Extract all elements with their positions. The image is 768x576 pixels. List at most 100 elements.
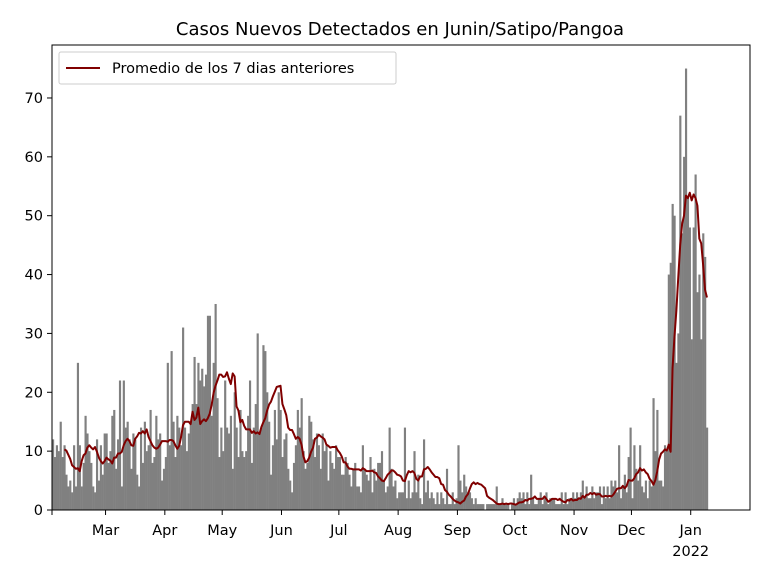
bar: [168, 445, 171, 510]
bar: [352, 468, 355, 510]
bar: [614, 480, 617, 510]
bar: [302, 451, 305, 510]
bar: [453, 504, 456, 510]
bar: [570, 498, 573, 510]
bar: [222, 451, 225, 510]
bar: [65, 474, 68, 510]
bar: [625, 492, 628, 510]
bar: [665, 451, 669, 510]
bar: [203, 386, 206, 510]
y-tick-label: 20: [25, 385, 43, 401]
bar: [254, 404, 257, 510]
bar: [94, 492, 97, 510]
y-tick-label: 0: [34, 503, 43, 519]
bar: [403, 427, 407, 510]
bar: [706, 427, 709, 510]
bar: [262, 345, 265, 510]
bar: [185, 451, 189, 510]
bar: [663, 445, 667, 510]
bar: [530, 474, 533, 510]
bar: [151, 462, 154, 510]
y-tick-label: 60: [25, 150, 43, 166]
bar: [379, 462, 382, 510]
bar: [426, 480, 429, 510]
bar: [641, 486, 644, 510]
bar: [421, 504, 424, 510]
bar: [155, 415, 158, 510]
bar: [136, 474, 139, 510]
bar: [409, 498, 412, 510]
bar: [535, 504, 538, 510]
bar: [264, 351, 267, 510]
x-axis: Mar Apr May Jun Jul Aug Sep Oct Nov Dec Jan 2022: [51, 510, 709, 560]
bar: [635, 468, 638, 510]
bar: [608, 498, 611, 510]
bar: [579, 492, 582, 510]
bar: [514, 504, 517, 510]
bar: [585, 486, 588, 510]
bar: [377, 462, 380, 510]
y-tick-label: 70: [25, 91, 43, 107]
bar: [499, 504, 502, 510]
x-tick-label: Oct: [502, 523, 527, 539]
bar: [321, 433, 324, 510]
bar: [273, 409, 276, 510]
x-tick-label: Jul: [329, 523, 348, 539]
bar: [195, 404, 198, 510]
bar: [400, 492, 403, 510]
bar: [411, 492, 414, 510]
bar: [639, 445, 642, 510]
bar: [216, 398, 219, 510]
bar: [161, 480, 164, 510]
bar: [333, 468, 336, 510]
bar: [283, 439, 286, 510]
bar: [220, 427, 223, 510]
bar: [631, 498, 634, 510]
bar: [350, 486, 353, 510]
bar: [197, 362, 200, 510]
bar: [204, 374, 208, 510]
bar: [59, 421, 62, 510]
bar: [231, 468, 234, 510]
bar: [289, 480, 292, 510]
bar: [528, 504, 531, 510]
bar: [650, 486, 653, 510]
y-axis: 0 10 20 30 40 50 60 70: [25, 91, 52, 519]
bar: [694, 174, 697, 511]
x-tick-label: Jun: [269, 523, 293, 539]
bar: [493, 504, 496, 510]
bar: [459, 480, 462, 510]
x-tick-label: May: [207, 523, 237, 539]
bar: [84, 415, 87, 510]
bar: [227, 433, 231, 510]
legend-label: Promedio de los 7 dias anteriores: [112, 61, 354, 77]
bar: [271, 445, 275, 510]
bar: [577, 498, 581, 510]
bar: [109, 451, 112, 510]
bar: [57, 451, 60, 510]
bar: [291, 492, 294, 510]
bar: [281, 457, 284, 510]
bar: [214, 303, 217, 510]
x-tick-label: Sep: [444, 523, 471, 539]
bar: [371, 492, 374, 510]
bar: [428, 498, 431, 510]
bar: [618, 445, 621, 510]
bar: [660, 480, 663, 510]
bar: [598, 486, 602, 510]
bar: [407, 480, 410, 510]
bar: [312, 439, 315, 510]
bar: [145, 451, 148, 510]
bar: [549, 498, 552, 510]
bar: [589, 498, 592, 510]
bar: [363, 468, 366, 510]
bar: [277, 392, 280, 510]
plot-frame: [51, 44, 751, 511]
bar: [139, 427, 143, 510]
bar: [338, 457, 342, 510]
bar: [292, 462, 296, 510]
bar: [141, 462, 145, 510]
bar: [95, 439, 99, 510]
bar: [700, 339, 703, 510]
bar: [497, 504, 500, 510]
